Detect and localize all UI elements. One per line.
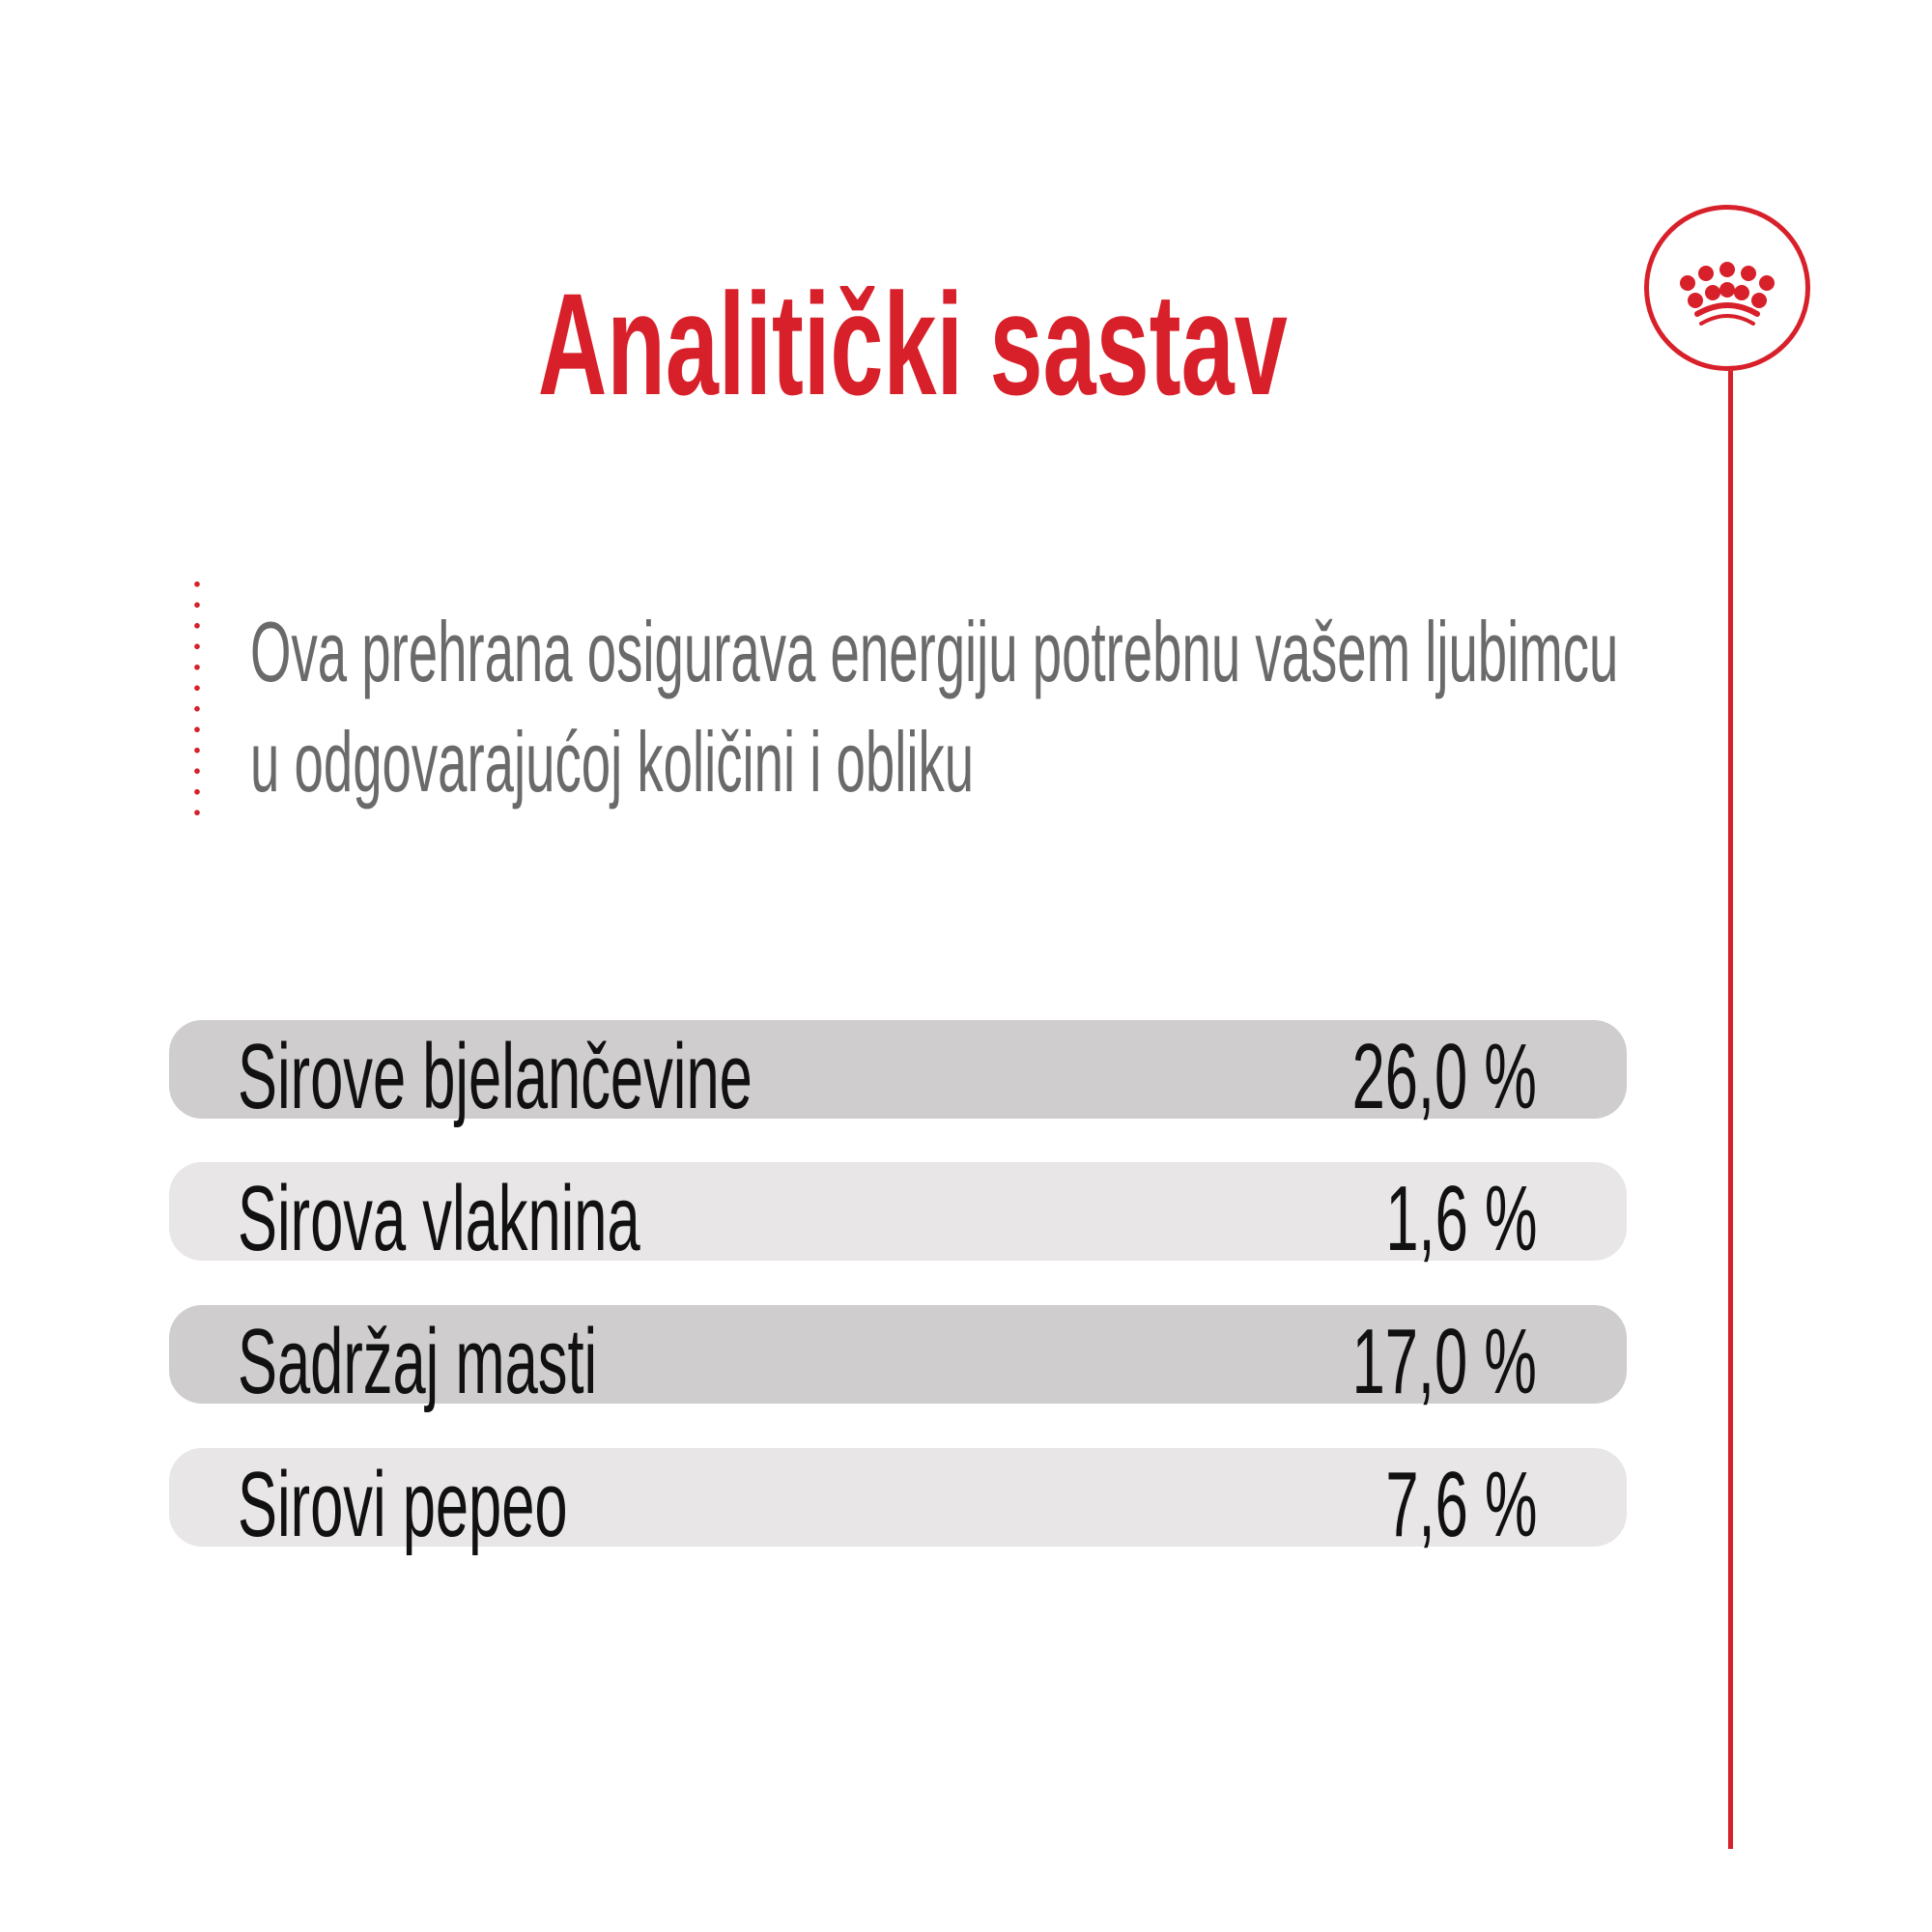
nutrient-value: 17,0 % — [1351, 1310, 1537, 1413]
nutrient-value: 1,6 % — [1384, 1167, 1537, 1270]
nutrient-row: Sirove bjelančevine 26,0 % — [169, 1020, 1627, 1128]
nutrient-label: Sadržaj masti — [238, 1310, 598, 1413]
nutrient-row: Sirovi pepeo 7,6 % — [169, 1448, 1627, 1556]
nutrient-label: Sirova vlaknina — [238, 1167, 640, 1270]
brand-logo — [1644, 205, 1810, 371]
nutrient-row: Sirova vlaknina 1,6 % — [169, 1162, 1627, 1270]
nutrient-value: 26,0 % — [1351, 1025, 1537, 1128]
nutrient-row: Sadržaj masti 17,0 % — [169, 1305, 1627, 1413]
page-title: Analitički sastav — [0, 261, 1826, 428]
decorative-vertical-line — [1728, 371, 1733, 1849]
description: Ova prehrana osigurava energiju potrebnu… — [250, 597, 1932, 817]
description-line: u odgovarajućoj količini i obliku — [250, 714, 975, 810]
description-line: Ova prehrana osigurava energiju potrebnu… — [250, 604, 1619, 699]
nutrient-label: Sirove bjelančevine — [238, 1025, 753, 1128]
dotted-divider — [194, 574, 200, 823]
nutrient-label: Sirovi pepeo — [238, 1453, 568, 1556]
crown-icon — [1680, 262, 1775, 326]
nutrient-value: 7,6 % — [1384, 1453, 1537, 1556]
title-text: Analitički sastav — [538, 263, 1288, 425]
